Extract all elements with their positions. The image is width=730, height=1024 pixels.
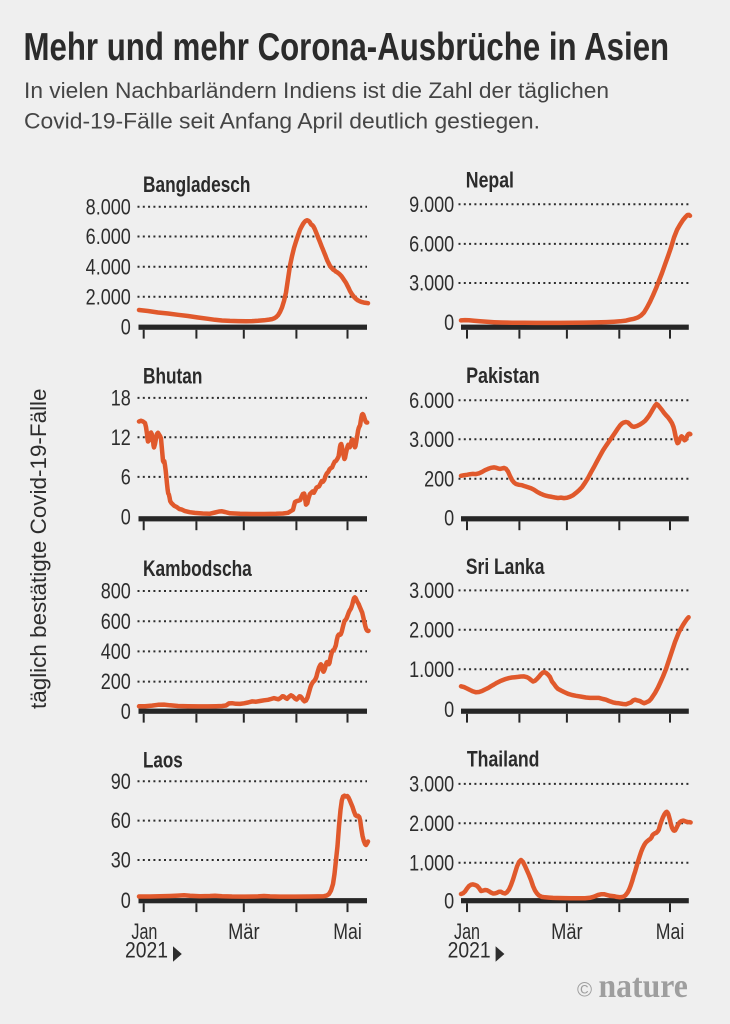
svg-text:0: 0	[444, 699, 454, 723]
svg-text:1.000: 1.000	[409, 658, 454, 682]
svg-text:2021: 2021	[448, 939, 491, 963]
svg-text:600: 600	[101, 610, 131, 634]
svg-text:Thailand: Thailand	[467, 748, 540, 772]
svg-text:60: 60	[111, 810, 131, 834]
svg-text:Jan: Jan	[131, 921, 157, 945]
svg-text:©: ©	[577, 979, 592, 1002]
svg-text:90: 90	[111, 770, 131, 794]
svg-text:0: 0	[121, 506, 131, 530]
svg-text:0: 0	[444, 507, 454, 531]
svg-text:6: 6	[121, 466, 131, 490]
svg-text:2.000: 2.000	[409, 812, 454, 836]
svg-text:3.000: 3.000	[409, 773, 454, 797]
svg-text:In vielen Nachbarländern Indie: In vielen Nachbarländern Indiens ist die…	[24, 79, 609, 103]
svg-text:2.000: 2.000	[86, 286, 131, 310]
svg-text:Mai: Mai	[656, 920, 684, 944]
svg-text:Laos: Laos	[143, 748, 183, 773]
svg-text:0: 0	[444, 890, 454, 914]
svg-text:Pakistan: Pakistan	[466, 364, 540, 388]
svg-text:800: 800	[101, 580, 131, 604]
svg-text:0: 0	[121, 316, 131, 340]
svg-text:2021: 2021	[125, 939, 168, 963]
svg-text:Bangladesch: Bangladesch	[143, 173, 250, 197]
svg-text:8.000: 8.000	[86, 196, 131, 220]
svg-text:400: 400	[101, 640, 131, 664]
svg-text:Mär: Mär	[228, 921, 260, 945]
svg-text:Covid-19-Fälle seit Anfang Apr: Covid-19-Fälle seit Anfang April deutlic…	[24, 109, 540, 133]
svg-text:4.000: 4.000	[86, 256, 131, 280]
svg-text:18: 18	[111, 387, 131, 411]
svg-text:Mär: Mär	[551, 921, 583, 945]
svg-text:9.000: 9.000	[409, 193, 454, 217]
svg-text:nature: nature	[599, 968, 688, 1005]
svg-text:Nepal: Nepal	[466, 169, 514, 193]
svg-text:1.000: 1.000	[409, 852, 454, 876]
svg-text:2.000: 2.000	[409, 619, 454, 643]
svg-text:3.000: 3.000	[409, 428, 454, 452]
svg-text:6.000: 6.000	[409, 233, 454, 257]
svg-text:Mehr und mehr Corona-Ausbrüche: Mehr und mehr Corona-Ausbrüche in Asien	[24, 26, 670, 69]
svg-text:3.000: 3.000	[409, 272, 454, 296]
svg-text:0: 0	[121, 889, 131, 913]
svg-text:6.000: 6.000	[86, 226, 131, 250]
svg-text:Jan: Jan	[454, 921, 480, 945]
svg-text:200: 200	[424, 468, 454, 492]
svg-text:0: 0	[121, 700, 131, 724]
svg-text:12: 12	[111, 426, 131, 450]
svg-text:täglich bestätigte Covid-19-Fä: täglich bestätigte Covid-19-Fälle	[26, 388, 51, 709]
svg-text:0: 0	[444, 312, 454, 336]
svg-text:Sri Lanka: Sri Lanka	[466, 555, 545, 579]
svg-text:Kambodscha: Kambodscha	[143, 557, 253, 581]
svg-text:3.000: 3.000	[409, 579, 454, 603]
svg-text:6.000: 6.000	[409, 389, 454, 413]
svg-text:Bhutan: Bhutan	[143, 365, 202, 389]
svg-text:30: 30	[111, 849, 131, 873]
svg-text:Mai: Mai	[333, 920, 361, 944]
svg-text:200: 200	[101, 671, 131, 695]
